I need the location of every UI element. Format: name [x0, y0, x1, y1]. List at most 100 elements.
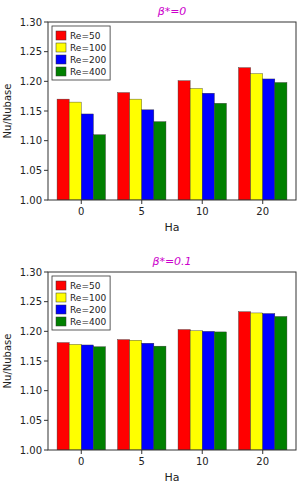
x-tick: [262, 450, 263, 454]
y-tick: [44, 111, 48, 112]
legend-swatch: [56, 31, 66, 40]
y-axis-label: Nu/Nubase: [2, 84, 13, 139]
bar: [118, 340, 130, 450]
bar: [93, 347, 105, 450]
y-tick: [44, 420, 48, 421]
y-tick-label: 1.25: [20, 296, 42, 307]
bar: [57, 99, 69, 200]
x-tick-label: 10: [196, 456, 209, 467]
bars: [57, 68, 287, 200]
y-tick-label: 1.10: [20, 135, 42, 146]
bars: [57, 312, 287, 450]
legend: Re=50 Re=100 Re=200 Re=400: [52, 276, 110, 330]
bar: [142, 343, 154, 450]
bar: [202, 93, 214, 200]
bar: [214, 103, 226, 200]
x-tick-label: 0: [78, 456, 84, 467]
x-tick: [81, 200, 82, 204]
bar: [154, 346, 166, 450]
y-tick-label: 1.00: [20, 445, 42, 456]
bar: [239, 312, 251, 450]
x-tick-label: 20: [256, 206, 269, 217]
legend-swatch: [56, 67, 66, 76]
bar: [178, 330, 190, 450]
x-tick: [202, 450, 203, 454]
bar: [239, 68, 251, 200]
legend-swatch: [56, 43, 66, 52]
y-tick-label: 1.20: [20, 326, 42, 337]
y-tick: [44, 361, 48, 362]
y-tick-label: 1.20: [20, 76, 42, 87]
bar: [93, 135, 105, 200]
x-tick-label: 5: [139, 206, 145, 217]
bar: [251, 74, 263, 200]
legend-label: Re=400: [70, 317, 106, 327]
legend-swatch: [56, 55, 66, 64]
bar: [202, 331, 214, 450]
bar: [69, 102, 81, 200]
title: β*=0: [157, 5, 187, 18]
legend-label: Re=50: [70, 31, 101, 41]
y-tick-label: 1.30: [20, 17, 42, 28]
plot-frame: [48, 22, 296, 200]
title: β*=0.1: [151, 255, 191, 268]
y-tick-label: 1.10: [20, 385, 42, 396]
legend-label: Re=400: [70, 67, 106, 77]
x-tick-label: 10: [196, 206, 209, 217]
legend-label: Re=100: [70, 293, 106, 303]
y-tick-label: 1.05: [20, 415, 42, 426]
figure: β*=0 1.00 1.05 1.10 1.15 1.20 1.25 1.30 0 5 10 20 Ha…: [0, 0, 306, 500]
bar: [81, 345, 93, 450]
bar: [275, 83, 287, 200]
bar: [57, 343, 69, 450]
y-tick: [44, 140, 48, 141]
x-tick: [141, 450, 142, 454]
bar: [214, 332, 226, 450]
legend-label: Re=50: [70, 281, 101, 291]
y-tick-label: 1.30: [20, 267, 42, 278]
bar: [275, 317, 287, 451]
legend-swatch: [56, 305, 66, 314]
legend-swatch: [56, 317, 66, 326]
bar: [142, 110, 154, 200]
legend-swatch: [56, 293, 66, 302]
y-tick-label: 1.15: [20, 106, 42, 117]
bar: [130, 99, 142, 200]
bar: [154, 122, 166, 200]
y-tick: [44, 331, 48, 332]
x-tick: [262, 200, 263, 204]
y-tick: [44, 51, 48, 52]
bar: [190, 88, 202, 200]
bar: [81, 114, 93, 200]
bar: [130, 340, 142, 450]
y-tick-label: 1.00: [20, 195, 42, 206]
x-axis-label: Ha: [164, 471, 179, 484]
legend-swatch: [56, 281, 66, 290]
bar: [69, 344, 81, 450]
y-tick: [44, 22, 48, 23]
x-tick-label: 0: [78, 206, 84, 217]
y-tick: [44, 272, 48, 273]
x-tick: [81, 450, 82, 454]
x-tick-label: 20: [256, 456, 269, 467]
plot-frame: [48, 272, 296, 450]
bar: [178, 81, 190, 200]
y-tick: [44, 390, 48, 391]
x-tick: [202, 200, 203, 204]
panel: β*=01.001.051.101.151.201.251.30051020Ha…: [2, 5, 296, 234]
bar: [190, 331, 202, 450]
panel: β*=0.11.001.051.101.151.201.251.30051020…: [2, 255, 296, 484]
y-tick: [44, 450, 48, 451]
y-tick: [44, 81, 48, 82]
y-tick-label: 1.05: [20, 165, 42, 176]
y-tick-label: 1.15: [20, 356, 42, 367]
bar: [118, 93, 130, 200]
y-axis-label: Nu/Nubase: [2, 334, 13, 389]
legend-label: Re=200: [70, 55, 106, 65]
x-tick: [141, 200, 142, 204]
legend-frame: [52, 26, 110, 80]
y-tick: [44, 170, 48, 171]
legend-label: Re=200: [70, 305, 106, 315]
y-tick-label: 1.25: [20, 46, 42, 57]
legend-frame: [52, 276, 110, 330]
